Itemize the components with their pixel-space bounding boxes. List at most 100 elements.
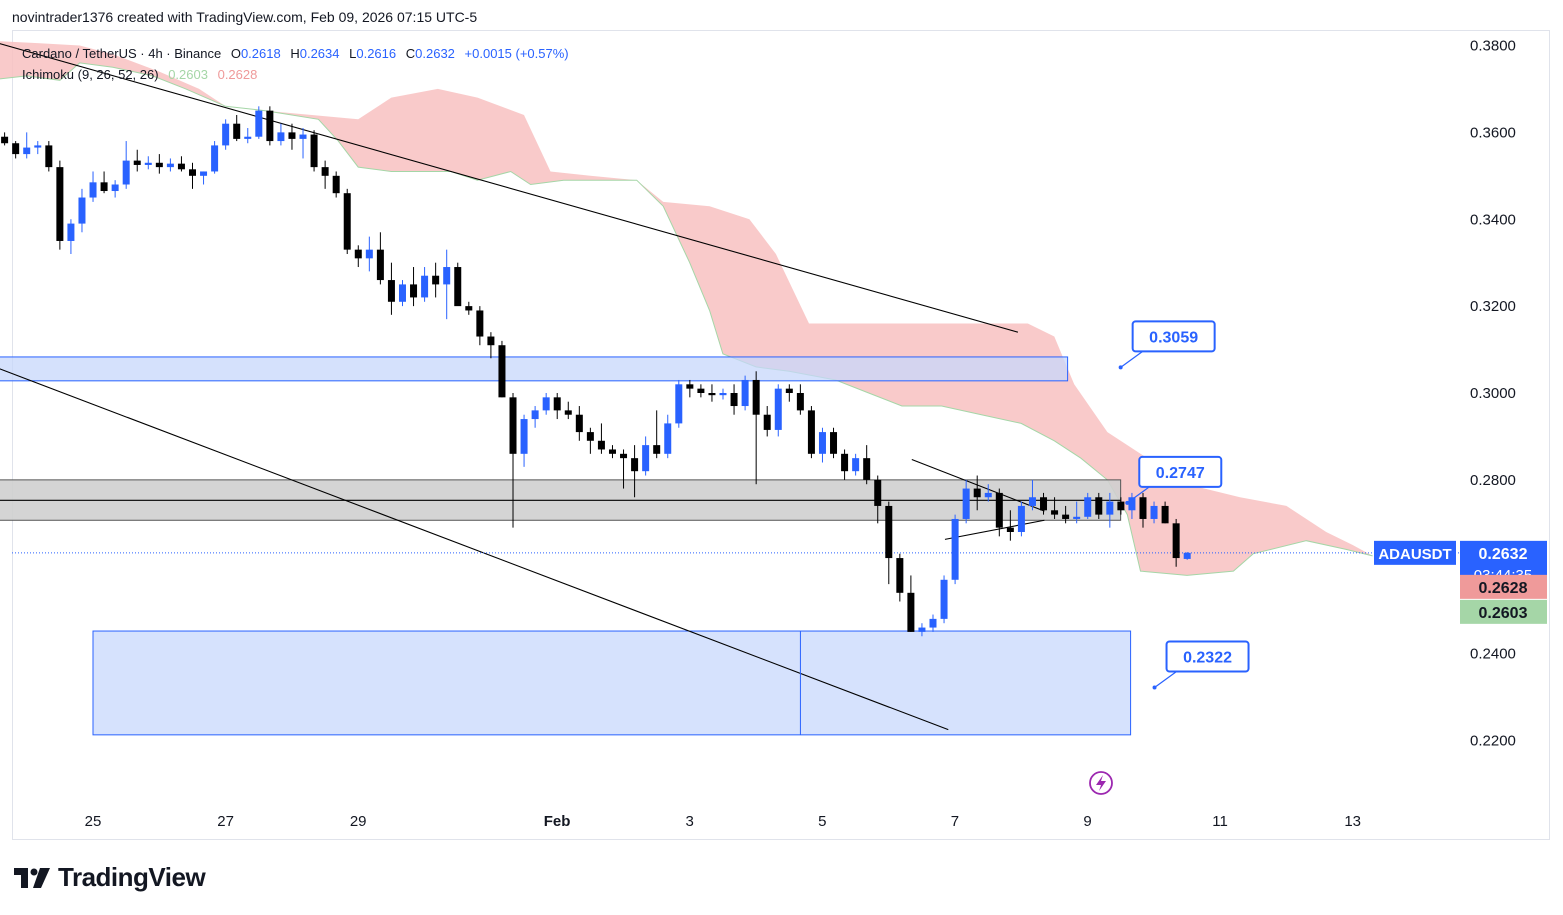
candle-body (620, 453, 628, 459)
candle-body (133, 160, 141, 165)
candle-body (642, 445, 650, 472)
candle-body (100, 182, 108, 192)
indicator-value-green: 0.2603 (168, 67, 208, 82)
candle-body (12, 143, 20, 155)
x-tick-label: 3 (686, 813, 694, 830)
candle-body (807, 410, 815, 454)
candle (244, 128, 252, 144)
candle (1150, 501, 1158, 524)
x-tick-label: 5 (818, 813, 826, 830)
candle-body (1062, 514, 1070, 519)
x-tick-label: 7 (951, 813, 959, 830)
candle (1062, 505, 1070, 524)
candle-body (233, 123, 241, 139)
candle (1028, 479, 1036, 511)
candle (586, 427, 594, 454)
candle-body (564, 410, 572, 415)
candle (1128, 492, 1136, 519)
candle-body (796, 393, 804, 411)
candle-body (255, 110, 263, 137)
upper-blue-zone (0, 356, 1069, 382)
candle-body (520, 419, 528, 454)
candle-body (89, 182, 97, 198)
candle-body (664, 423, 672, 454)
tradingview-logo[interactable]: TradingView (14, 862, 206, 893)
close-label: C (405, 46, 416, 61)
x-tick-label: 27 (217, 813, 234, 830)
x-tick-label: 9 (1083, 813, 1091, 830)
low-value: 0.2616 (356, 46, 397, 61)
candle (962, 479, 970, 524)
lightning-icon[interactable] (1089, 771, 1113, 795)
candle-body (1117, 501, 1125, 511)
candle (299, 128, 307, 159)
candle-body (67, 223, 75, 241)
candle (542, 393, 550, 415)
tradingview-logo-icon (14, 867, 50, 888)
candle (343, 188, 351, 254)
candle (67, 219, 75, 254)
candle-body (421, 275, 429, 298)
candle-body (1006, 527, 1014, 532)
candle (1017, 501, 1025, 537)
candle-body (675, 384, 683, 424)
candle (255, 106, 263, 139)
candle (1183, 551, 1191, 560)
candle-body (166, 163, 174, 168)
x-tick-label: 11 (1212, 813, 1228, 830)
candle (387, 262, 395, 315)
candle-body (951, 518, 959, 580)
candle (531, 406, 539, 428)
candle-body (299, 134, 307, 139)
candle-body (122, 160, 130, 185)
indicator-legend[interactable]: Ichimoku (9, 26, 52, 26) 0.2603 0.2628 (22, 67, 257, 82)
candle (719, 388, 727, 400)
open-label: O (230, 46, 241, 61)
symbol-label-bg (1374, 540, 1456, 565)
candle (1095, 492, 1103, 519)
candle (664, 414, 672, 459)
candle-body (354, 249, 362, 259)
high-value: 0.2634 (299, 46, 340, 61)
candle-body (830, 432, 838, 454)
candle-body (443, 267, 451, 285)
candle (631, 445, 639, 498)
candle-body (973, 488, 981, 498)
triangle-bottom-line (944, 519, 1045, 540)
y-tick-label: 0.3400 (1470, 211, 1516, 228)
y-tick-label: 0.2800 (1470, 472, 1516, 489)
candle (763, 406, 771, 437)
symbol-legend[interactable]: Cardano / TetherUS · 4h · Binance O0.261… (22, 46, 569, 61)
candle-body (454, 267, 462, 307)
candle-body (907, 592, 915, 632)
x-tick-label: 25 (85, 813, 102, 830)
candle (100, 171, 108, 194)
candle (675, 379, 683, 428)
candle (277, 123, 285, 146)
candle (266, 106, 274, 146)
candle (973, 475, 981, 511)
candle-body (741, 379, 749, 407)
y-tick-label: 0.3600 (1470, 124, 1516, 141)
green-price-bg (1460, 599, 1547, 624)
callout-anchor (1152, 685, 1157, 690)
candle (730, 384, 738, 415)
lightning-icon-bolt (1096, 775, 1106, 791)
candle (807, 406, 815, 459)
candle-body (310, 134, 318, 168)
candle (984, 484, 992, 502)
candle-body (1017, 505, 1025, 532)
callout-box (1138, 455, 1223, 488)
candle (509, 393, 517, 528)
indicator-value-red: 0.2628 (217, 67, 258, 82)
candle-body (962, 488, 970, 519)
candle (642, 436, 650, 476)
candle (354, 245, 362, 268)
change-value: +0.0015 (+0.57%) (464, 46, 569, 61)
candle-body (155, 162, 163, 168)
candle-body (56, 167, 64, 241)
candle (233, 115, 241, 142)
candle (1040, 492, 1048, 515)
callout-text: 0.2747 (1156, 465, 1205, 482)
